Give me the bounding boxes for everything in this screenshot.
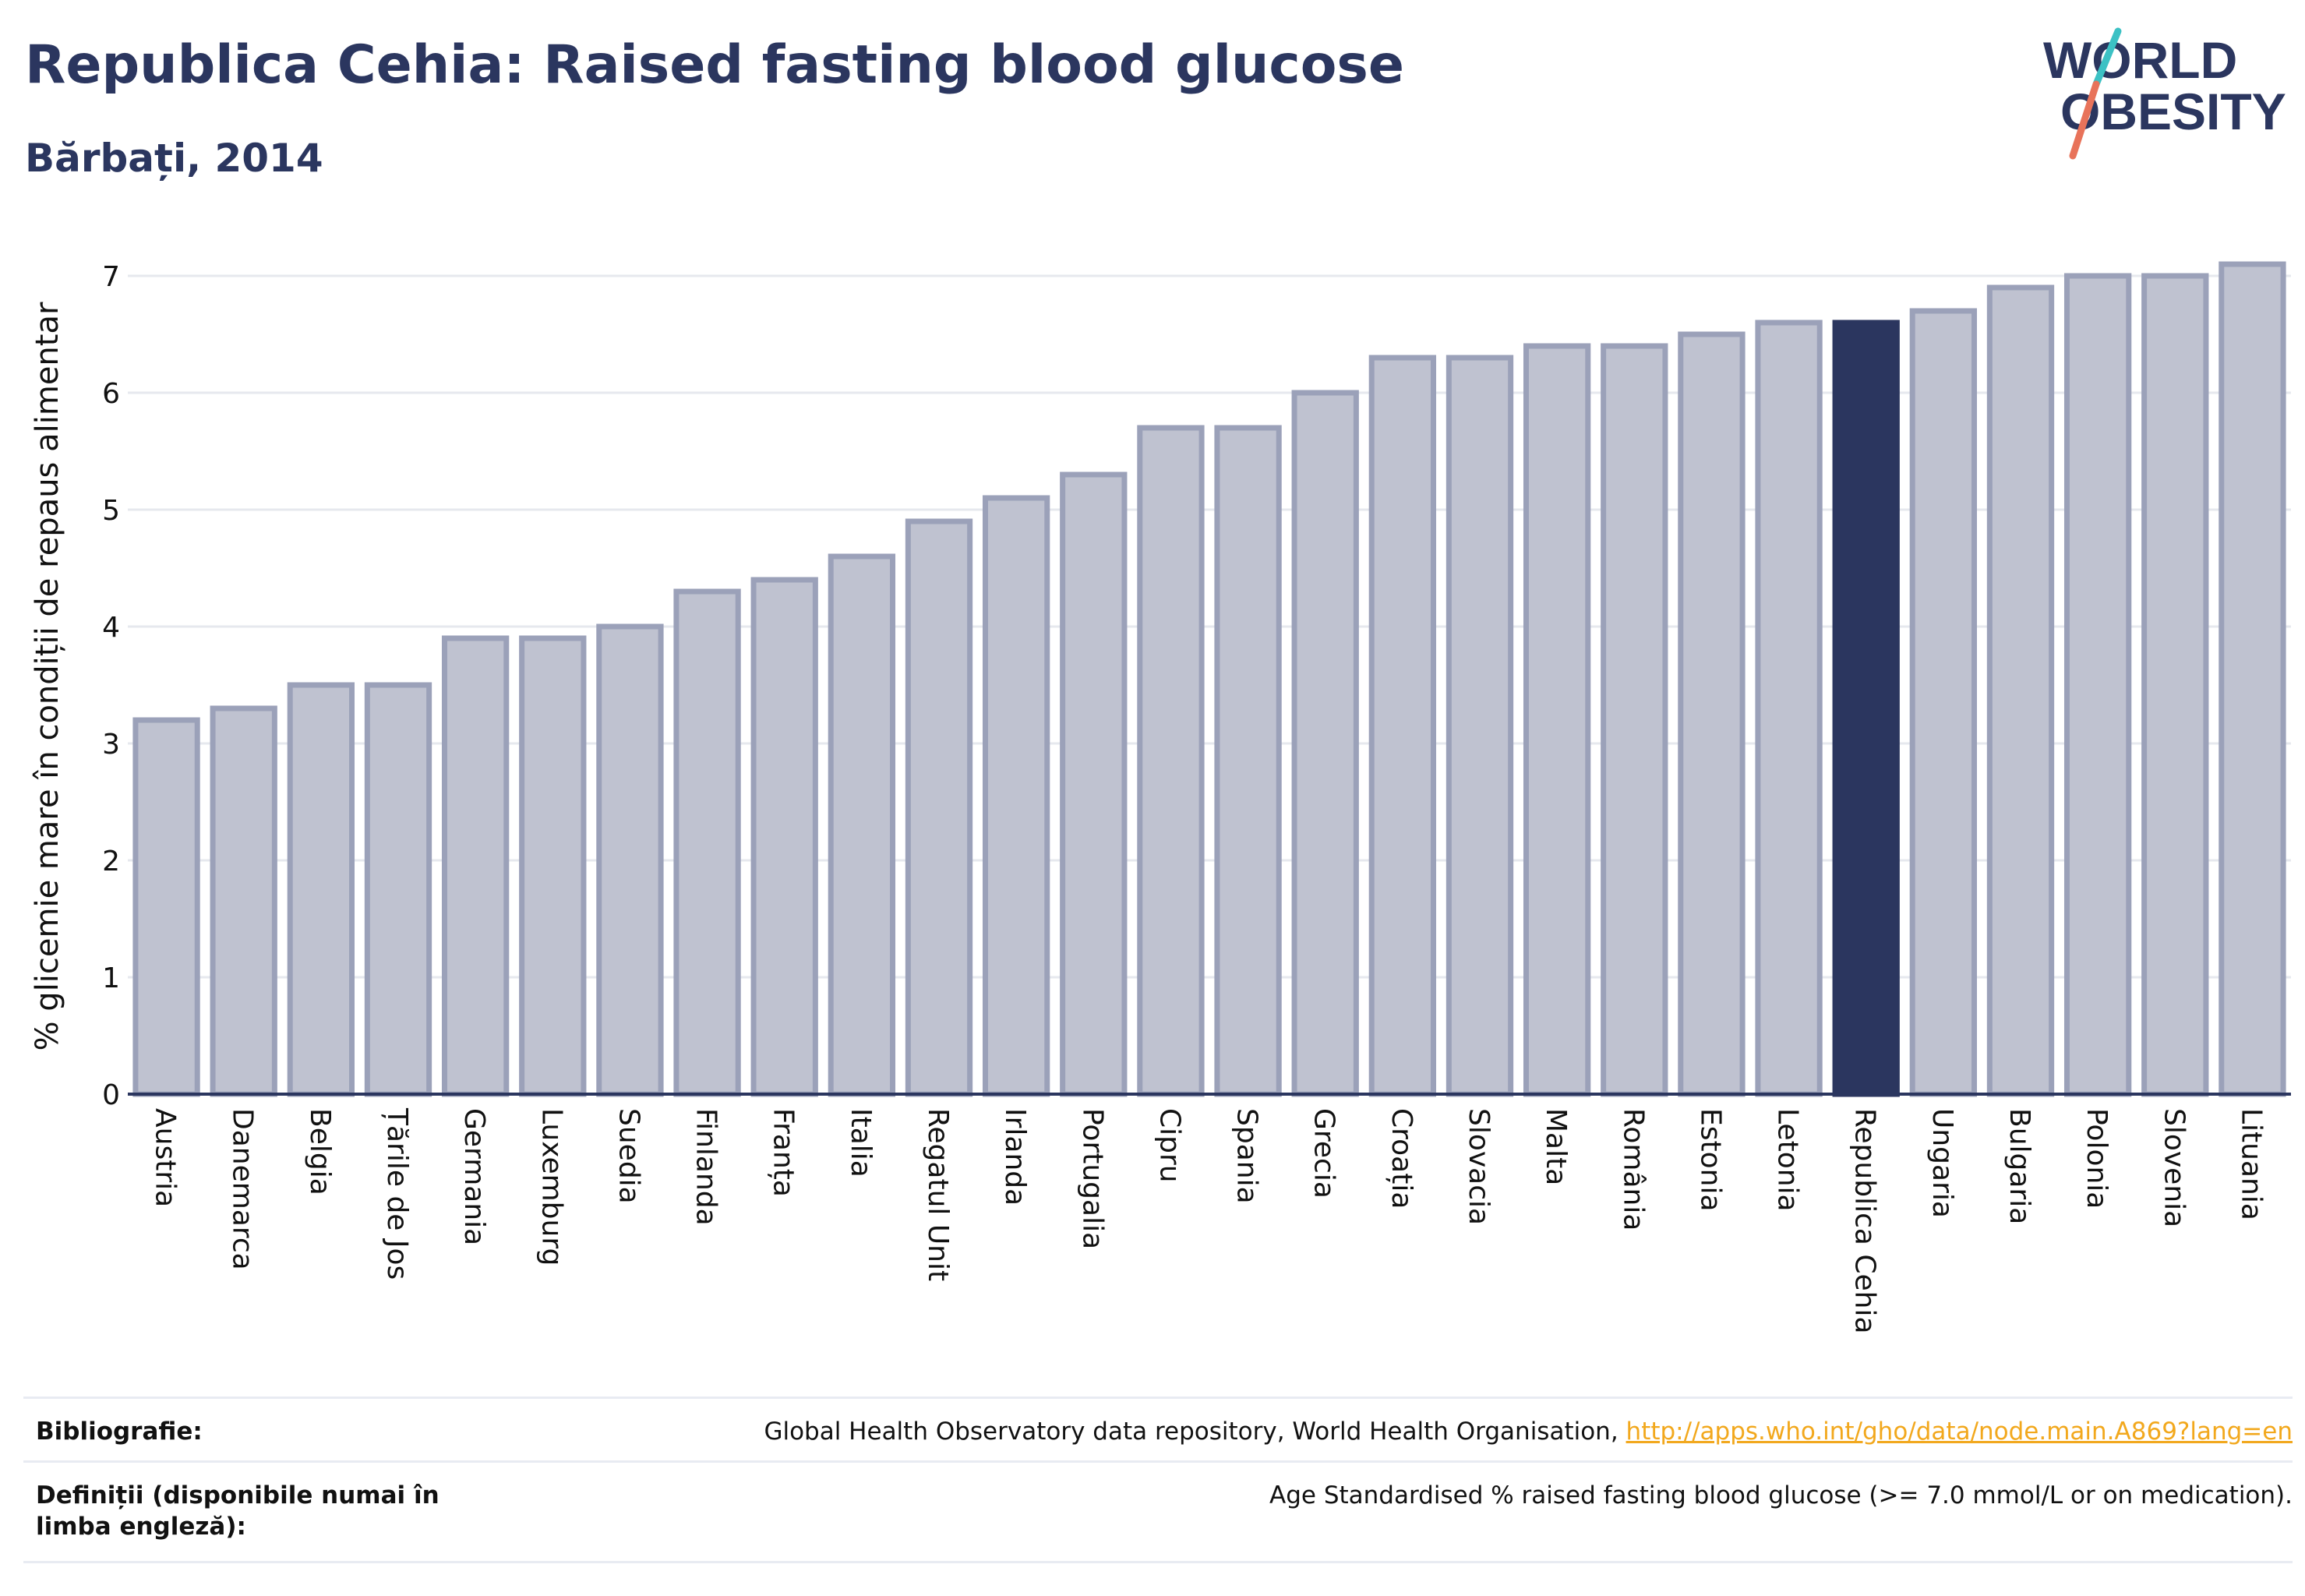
bar — [2141, 273, 2209, 1097]
bibliography-source: Global Health Observatory data repositor… — [764, 1416, 2293, 1447]
x-tick-label: Lituania — [2235, 1108, 2267, 1220]
y-tick-label: 4 — [102, 612, 120, 644]
bar — [596, 623, 664, 1097]
y-tick-label: 7 — [102, 261, 120, 293]
bar — [1601, 343, 1668, 1097]
x-tick-label: Croația — [1385, 1108, 1417, 1209]
definitions-text: Age Standardised % raised fasting blood … — [1269, 1481, 2293, 1509]
bar — [1986, 284, 2055, 1097]
x-tick-label: Regatul Unit — [922, 1108, 954, 1281]
bar — [673, 588, 741, 1097]
bar — [1445, 355, 1514, 1097]
x-tick-label: Italia — [845, 1108, 877, 1178]
definitions-row: Definiții (disponibile numai în limba en… — [23, 1460, 2293, 1563]
definitions-label: Definiții (disponibile numai în limba en… — [36, 1481, 439, 1541]
x-tick-label: Luxemburg — [535, 1108, 567, 1266]
bibliography-row: Bibliografie: Global Health Observatory … — [23, 1396, 2293, 1463]
x-tick-label: Finlanda — [690, 1108, 722, 1226]
bar — [1060, 471, 1128, 1097]
x-tick-label: Danemarca — [227, 1108, 259, 1270]
bar — [132, 717, 200, 1097]
bibliography-link[interactable]: http://apps.who.int/gho/data/node.main.A… — [1626, 1418, 2293, 1446]
bar — [1214, 425, 1282, 1097]
logo-slash-bottom — [2069, 80, 2100, 160]
bar — [828, 553, 896, 1097]
y-tick-labels: 0 1 2 3 4 5 6 7 — [102, 261, 120, 1111]
x-tick-label: Portugalia — [1076, 1108, 1108, 1249]
x-tick-label: Cipru — [1153, 1108, 1185, 1183]
bar — [364, 682, 432, 1097]
x-tick-label: Belgia — [304, 1108, 336, 1195]
x-tick-label: Țările de Jos — [381, 1107, 413, 1280]
bar — [2219, 261, 2286, 1097]
bar — [750, 577, 818, 1097]
bar — [1678, 331, 1746, 1097]
y-axis-label: % glicemie mare în condiții de repaus al… — [30, 302, 65, 1050]
x-tick-label: Polonia — [2081, 1108, 2113, 1209]
y-tick-label: 0 — [102, 1079, 120, 1111]
x-tick-label: Bulgaria — [2003, 1108, 2035, 1224]
x-tick-label: Letonia — [1772, 1108, 1804, 1212]
bar — [441, 635, 510, 1097]
x-tick-label: Malta — [1540, 1108, 1572, 1185]
logo-line1: WORLD — [2043, 31, 2237, 89]
bar — [2063, 273, 2132, 1097]
x-tick-label: Suedia — [612, 1108, 644, 1204]
bar — [287, 682, 355, 1097]
bar — [210, 705, 277, 1097]
bar — [519, 635, 587, 1097]
y-tick-label: 3 — [102, 729, 120, 761]
world-obesity-logo: WORLD OBESITY — [2043, 27, 2286, 160]
x-tick-labels: Austria Danemarca Belgia Țările de Jos Germa… — [150, 1107, 2268, 1334]
bar-chart: 0 1 2 3 4 5 6 7 Austria Danemarca Belgia Țările de… — [30, 261, 2291, 1334]
x-tick-label: Austria — [150, 1108, 182, 1207]
x-tick-label: Germania — [458, 1108, 490, 1245]
bar — [905, 518, 973, 1097]
x-tick-label: Irlanda — [999, 1108, 1031, 1206]
bar — [1137, 425, 1205, 1097]
x-tick-label: Grecia — [1308, 1108, 1340, 1199]
logo-slash-top — [2092, 27, 2122, 88]
bar — [982, 495, 1050, 1097]
bibliography-text: Global Health Observatory data repositor… — [764, 1418, 1626, 1446]
x-tick-label: Franța — [768, 1108, 800, 1197]
page-title: Republica Cehia: Raised fasting blood gl… — [25, 34, 1405, 96]
x-tick-label: Estonia — [1694, 1108, 1726, 1212]
bar — [1368, 355, 1437, 1097]
y-tick-label: 2 — [102, 846, 120, 877]
x-tick-label: România — [1617, 1108, 1649, 1231]
page-subtitle: Bărbați, 2014 — [25, 136, 323, 181]
bars — [132, 261, 2286, 1097]
x-tick-label: Slovacia — [1463, 1108, 1495, 1225]
bar — [1755, 320, 1823, 1097]
x-tick-label: Spania — [1231, 1108, 1263, 1204]
logo-line2: OBESITY — [2060, 83, 2286, 140]
bibliography-label: Bibliografie: — [36, 1418, 203, 1446]
bar — [1291, 390, 1359, 1097]
y-tick-label: 6 — [102, 378, 120, 410]
bar — [1523, 343, 1591, 1097]
x-tick-label: Ungaria — [1926, 1108, 1958, 1218]
y-tick-label: 5 — [102, 495, 120, 527]
x-tick-label: Republica Cehia — [1849, 1108, 1881, 1334]
bar — [1909, 308, 1978, 1097]
x-tick-label: Slovenia — [2158, 1108, 2190, 1227]
bar — [1832, 320, 1900, 1097]
y-tick-label: 1 — [102, 962, 120, 994]
